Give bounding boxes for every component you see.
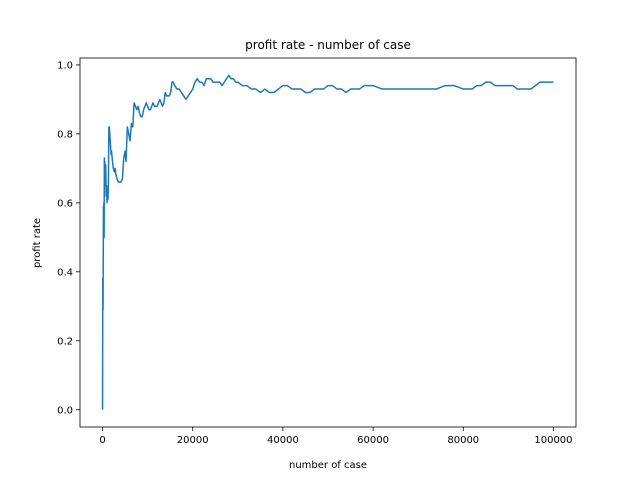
y-axis-label: profit rate <box>32 218 43 268</box>
x-tick-label: 60000 <box>357 435 389 446</box>
y-tick-label: 1.0 <box>57 60 73 71</box>
y-tick-label: 0.8 <box>57 129 73 140</box>
y-tick-label: 0.2 <box>57 336 73 347</box>
x-axis-label: number of case <box>289 460 367 471</box>
series-layer <box>101 74 554 410</box>
y-tick-label: 0.0 <box>57 405 73 416</box>
series-line <box>101 74 554 410</box>
chart-title: profit rate - number of case <box>245 38 411 52</box>
x-tick-label: 0 <box>99 435 105 446</box>
plot-area-background <box>80 58 576 427</box>
x-axis: 0 20000 40000 60000 80000 100000 <box>99 427 573 446</box>
x-tick-label: 40000 <box>267 435 299 446</box>
plot-area-frame <box>79 57 577 428</box>
y-tick-label: 0.6 <box>57 198 73 209</box>
x-tick-label: 80000 <box>447 435 479 446</box>
y-axis: 0.0 0.2 0.4 0.6 0.8 1.0 <box>57 60 80 416</box>
y-tick-label: 0.4 <box>57 267 73 278</box>
x-tick-label: 20000 <box>177 435 209 446</box>
x-tick-label: 100000 <box>534 435 572 446</box>
